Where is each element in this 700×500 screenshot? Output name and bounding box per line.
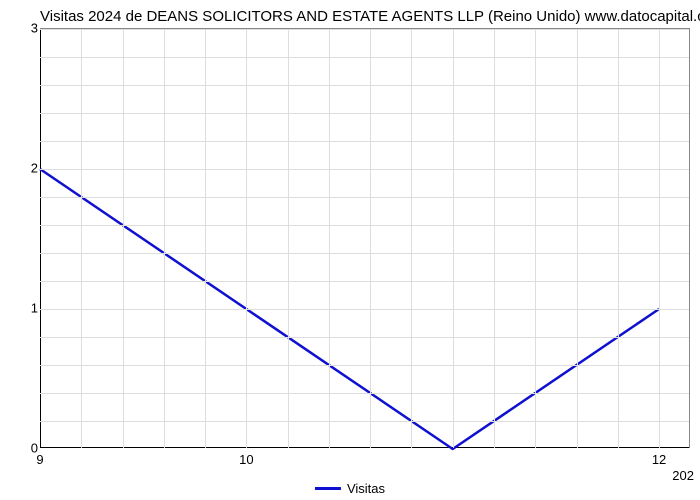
y-tick-label: 3 (31, 21, 38, 36)
series-line (40, 29, 690, 449)
x-sub-label: 202 (672, 468, 694, 483)
x-tick-label: 9 (36, 452, 43, 467)
x-tick-label: 12 (652, 452, 666, 467)
y-tick-label: 2 (31, 161, 38, 176)
x-tick-label: 10 (239, 452, 253, 467)
visits-chart: Visitas 2024 de DEANS SOLICITORS AND EST… (0, 0, 700, 500)
chart-title: Visitas 2024 de DEANS SOLICITORS AND EST… (40, 8, 700, 25)
y-tick-label: 1 (31, 301, 38, 316)
legend: Visitas (315, 481, 385, 496)
legend-label: Visitas (347, 481, 385, 496)
plot-area (40, 28, 690, 448)
legend-swatch (315, 487, 341, 490)
